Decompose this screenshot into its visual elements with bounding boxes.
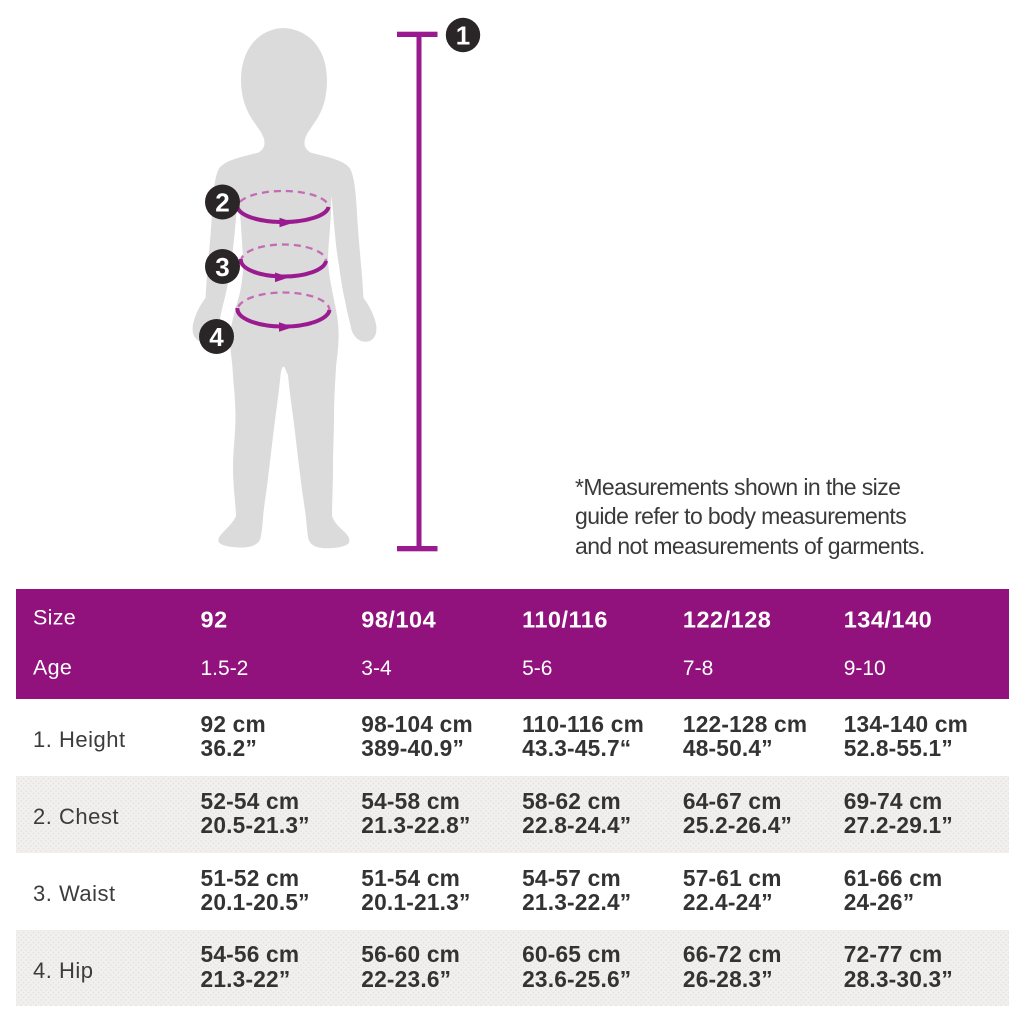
svg-text:4: 4: [209, 322, 224, 352]
svg-text:3: 3: [215, 252, 229, 282]
svg-text:2: 2: [215, 188, 229, 218]
svg-text:1: 1: [456, 21, 470, 51]
